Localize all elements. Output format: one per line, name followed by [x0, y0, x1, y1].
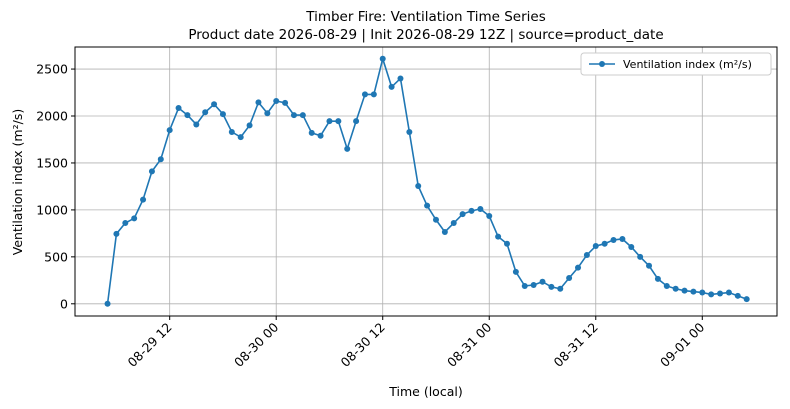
data-point [743, 296, 750, 303]
data-point [432, 216, 439, 223]
data-point [326, 118, 333, 125]
data-point [202, 109, 209, 116]
data-point [575, 264, 582, 271]
y-axis-label: Ventilation index (m²/s) [10, 109, 25, 255]
data-point [113, 230, 120, 237]
data-point [308, 129, 315, 136]
data-point [566, 274, 573, 281]
y-tick-label: 2500 [36, 62, 68, 77]
data-point [628, 243, 635, 250]
plot-frame [74, 46, 778, 317]
chart-subtitle: Product date 2026-08-29 | Init 2026-08-2… [188, 27, 663, 43]
data-point [219, 111, 226, 118]
data-point [601, 240, 608, 247]
data-point [104, 300, 111, 307]
data-point [610, 236, 617, 243]
data-point [672, 285, 679, 292]
data-point [441, 228, 448, 235]
data-point [530, 282, 537, 289]
data-point [557, 285, 564, 292]
x-tick-label: 08-29 12 [124, 320, 174, 370]
data-point [388, 83, 395, 90]
data-point [273, 97, 280, 104]
data-point [361, 91, 368, 98]
data-point [699, 289, 706, 296]
y-tick-label: 1000 [36, 202, 68, 217]
x-tick-label: 08-31 12 [551, 320, 601, 370]
data-point [406, 128, 413, 135]
data-point [397, 75, 404, 82]
data-point [122, 220, 129, 227]
data-point [353, 118, 360, 125]
data-point [646, 262, 653, 269]
chart-title: Timber Fire: Ventilation Time Series [305, 9, 546, 25]
data-point [592, 243, 599, 250]
data-point [211, 101, 218, 108]
data-point [486, 213, 493, 220]
legend-marker [599, 61, 605, 67]
legend: Ventilation index (m²/s) [580, 52, 772, 76]
data-point [370, 91, 377, 98]
data-point [157, 156, 164, 163]
data-point [166, 127, 173, 134]
data-point [512, 268, 519, 275]
data-point [228, 128, 235, 135]
data-point [424, 202, 431, 209]
data-point [131, 215, 138, 222]
data-point [255, 99, 262, 106]
legend-label: Ventilation index (m²/s) [623, 58, 752, 71]
data-point [468, 207, 475, 214]
data-point [175, 105, 182, 112]
data-point [725, 289, 732, 296]
data-point [690, 288, 697, 295]
data-point [548, 283, 555, 290]
x-tick-label: 09-01 00 [657, 319, 707, 369]
data-point [290, 112, 297, 119]
y-tick-label: 0 [60, 296, 68, 311]
data-point [246, 122, 253, 129]
data-point [450, 220, 457, 227]
x-tick-label: 08-30 12 [337, 320, 387, 370]
data-point [264, 110, 271, 117]
data-point [140, 196, 147, 203]
x-tick-label: 08-30 00 [231, 319, 281, 369]
data-point [193, 121, 200, 128]
data-point [282, 99, 289, 106]
legend-box [580, 52, 772, 76]
data-point [734, 292, 741, 299]
y-tick-label: 500 [44, 249, 68, 264]
data-point [539, 278, 546, 285]
data-point [681, 287, 688, 294]
data-point [504, 240, 510, 247]
data-point [521, 282, 528, 289]
data-point [415, 182, 422, 189]
y-tick-label: 1500 [36, 155, 68, 170]
data-point [344, 145, 351, 152]
data-point [459, 211, 466, 218]
y-tick-label: 2000 [36, 109, 68, 124]
data-point [495, 233, 502, 240]
data-point [583, 251, 590, 258]
data-point [717, 290, 724, 297]
data-point [477, 205, 484, 212]
data-point [335, 118, 342, 125]
x-tick-label: 08-31 00 [444, 319, 494, 369]
data-point [654, 275, 661, 282]
data-point [237, 134, 244, 141]
data-point [708, 291, 715, 298]
data-point [317, 132, 324, 139]
data-point [663, 282, 670, 289]
data-point [299, 112, 306, 119]
data-point [637, 253, 644, 260]
x-axis-label: Time (local) [388, 384, 462, 399]
data-point [148, 168, 155, 175]
data-point [184, 112, 191, 119]
data-point [619, 236, 626, 243]
data-point [379, 55, 386, 62]
